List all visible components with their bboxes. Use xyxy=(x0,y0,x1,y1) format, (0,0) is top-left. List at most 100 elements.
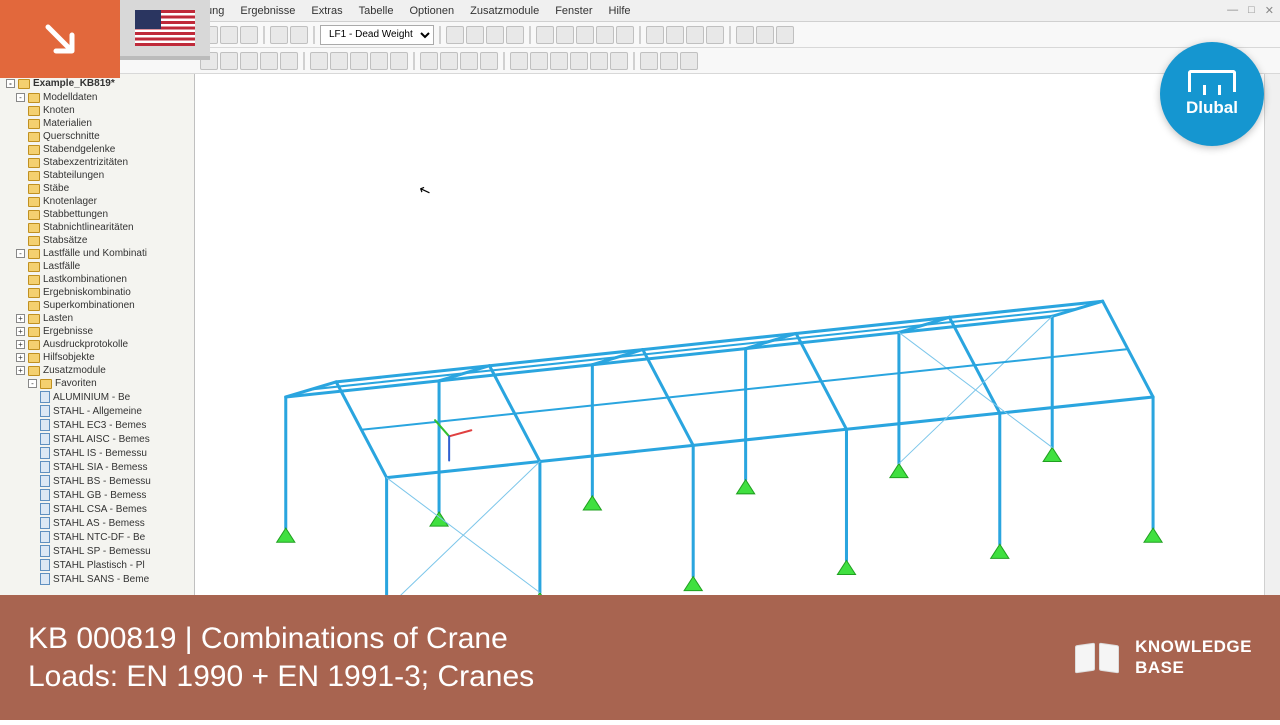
tool-button[interactable] xyxy=(570,52,588,70)
us-flag-icon xyxy=(135,10,195,46)
banner-kb-section: KNOWLEDGE BASE xyxy=(1075,637,1252,678)
tree-item[interactable]: Superkombinationen xyxy=(2,299,192,312)
tool-button[interactable] xyxy=(776,26,794,44)
tree-item[interactable]: Knoten xyxy=(2,104,192,117)
tree-module-item[interactable]: STAHL - Allgemeine xyxy=(2,404,192,418)
tree-group[interactable]: -Lastfälle und Kombinati xyxy=(2,247,192,260)
tree-item[interactable]: Querschnitte xyxy=(2,130,192,143)
overlay-language-flag xyxy=(120,0,210,60)
tool-button[interactable] xyxy=(640,52,658,70)
tool-button[interactable] xyxy=(556,26,574,44)
tree-module-item[interactable]: STAHL Plastisch - Pl xyxy=(2,558,192,572)
tree-item[interactable]: Materialien xyxy=(2,117,192,130)
tree-group[interactable]: +Hilfsobjekte xyxy=(2,351,192,364)
tree-item[interactable]: Knotenlager xyxy=(2,195,192,208)
tool-button[interactable] xyxy=(646,26,664,44)
tool-button[interactable] xyxy=(240,52,258,70)
dlubal-logo-badge: Dlubal xyxy=(1160,42,1264,146)
tree-item[interactable]: Lastkombinationen xyxy=(2,273,192,286)
brand-name: Dlubal xyxy=(1186,98,1238,118)
banner-title: KB 000819 | Combinations of Crane Loads:… xyxy=(28,620,1075,695)
minimize-button[interactable]: — xyxy=(1227,4,1238,17)
tree-item[interactable]: Stabteilungen xyxy=(2,169,192,182)
tree-module-item[interactable]: STAHL AISC - Bemes xyxy=(2,432,192,446)
tool-button[interactable] xyxy=(610,52,628,70)
tool-button[interactable] xyxy=(220,26,238,44)
menu-item[interactable]: Hilfe xyxy=(603,3,637,19)
tree-item[interactable]: Lastfälle xyxy=(2,260,192,273)
menu-item[interactable]: Ergebnisse xyxy=(234,3,301,19)
tree-item[interactable]: Stabendgelenke xyxy=(2,143,192,156)
tool-button[interactable] xyxy=(390,52,408,70)
title-banner: KB 000819 | Combinations of Crane Loads:… xyxy=(0,595,1280,720)
tree-item[interactable]: Stabexzentrizitäten xyxy=(2,156,192,169)
tool-button[interactable] xyxy=(310,52,328,70)
tool-button[interactable] xyxy=(350,52,368,70)
menu-item[interactable]: Extras xyxy=(305,3,348,19)
tree-module-item[interactable]: STAHL GB - Bemess xyxy=(2,488,192,502)
tool-button[interactable] xyxy=(510,52,528,70)
tree-item[interactable]: Ergebniskombinatio xyxy=(2,286,192,299)
tree-root[interactable]: -Example_KB819* xyxy=(2,76,192,91)
tool-button[interactable] xyxy=(486,26,504,44)
tree-module-item[interactable]: STAHL AS - Bemess xyxy=(2,516,192,530)
tree-group[interactable]: +Lasten xyxy=(2,312,192,325)
tree-module-item[interactable]: STAHL SIA - Bemess xyxy=(2,460,192,474)
tree-group[interactable]: +Zusatzmodule xyxy=(2,364,192,377)
load-case-select[interactable]: LF1 - Dead Weight xyxy=(320,25,434,45)
tool-button[interactable] xyxy=(660,52,678,70)
tool-button[interactable] xyxy=(576,26,594,44)
tool-button[interactable] xyxy=(680,52,698,70)
tree-module-item[interactable]: STAHL CSA - Bemes xyxy=(2,502,192,516)
tool-button[interactable] xyxy=(220,52,238,70)
maximize-button[interactable]: □ xyxy=(1248,4,1255,17)
menu-item[interactable]: Optionen xyxy=(403,3,460,19)
tool-button[interactable] xyxy=(756,26,774,44)
tool-button[interactable] xyxy=(590,52,608,70)
tool-button[interactable] xyxy=(420,52,438,70)
tree-module-item[interactable]: STAHL SP - Bemessu xyxy=(2,544,192,558)
tool-button[interactable] xyxy=(280,52,298,70)
tool-button[interactable] xyxy=(480,52,498,70)
tool-button[interactable] xyxy=(460,52,478,70)
tool-button[interactable] xyxy=(270,26,288,44)
kb-label: KNOWLEDGE BASE xyxy=(1135,637,1252,678)
tool-button[interactable] xyxy=(706,26,724,44)
tool-button[interactable] xyxy=(290,26,308,44)
tree-item[interactable]: Stäbe xyxy=(2,182,192,195)
menu-item[interactable]: Tabelle xyxy=(353,3,400,19)
overlay-arrow-badge xyxy=(0,0,120,78)
tree-module-item[interactable]: STAHL NTC-DF - Be xyxy=(2,530,192,544)
tool-button[interactable] xyxy=(550,52,568,70)
tree-module-item[interactable]: STAHL IS - Bemessu xyxy=(2,446,192,460)
tool-button[interactable] xyxy=(536,26,554,44)
tool-button[interactable] xyxy=(616,26,634,44)
menu-item[interactable]: Fenster xyxy=(549,3,598,19)
tree-module-item[interactable]: ALUMINIUM - Be xyxy=(2,390,192,404)
tree-module-item[interactable]: STAHL BS - Bemessu xyxy=(2,474,192,488)
tool-button[interactable] xyxy=(530,52,548,70)
close-button[interactable]: ✕ xyxy=(1265,4,1274,17)
tool-button[interactable] xyxy=(686,26,704,44)
tool-button[interactable] xyxy=(240,26,258,44)
tool-button[interactable] xyxy=(260,52,278,70)
tool-button[interactable] xyxy=(446,26,464,44)
tool-button[interactable] xyxy=(666,26,684,44)
tree-module-item[interactable]: STAHL EC3 - Bemes xyxy=(2,418,192,432)
tree-item[interactable]: Stabnichtlinearitäten xyxy=(2,221,192,234)
tool-button[interactable] xyxy=(596,26,614,44)
tree-item-favoriten[interactable]: -Favoriten xyxy=(2,377,192,390)
tool-button[interactable] xyxy=(736,26,754,44)
menu-item[interactable]: Zusatzmodule xyxy=(464,3,545,19)
tool-button[interactable] xyxy=(466,26,484,44)
tool-button[interactable] xyxy=(506,26,524,44)
tool-button[interactable] xyxy=(330,52,348,70)
tree-group[interactable]: +Ausdruckprotokolle xyxy=(2,338,192,351)
tool-button[interactable] xyxy=(440,52,458,70)
tree-group[interactable]: +Ergebnisse xyxy=(2,325,192,338)
tree-item[interactable]: Stabsätze xyxy=(2,234,192,247)
tree-item[interactable]: Stabbettungen xyxy=(2,208,192,221)
tree-group[interactable]: -Modelldaten xyxy=(2,91,192,104)
tool-button[interactable] xyxy=(370,52,388,70)
tree-module-item[interactable]: STAHL SANS - Beme xyxy=(2,572,192,586)
